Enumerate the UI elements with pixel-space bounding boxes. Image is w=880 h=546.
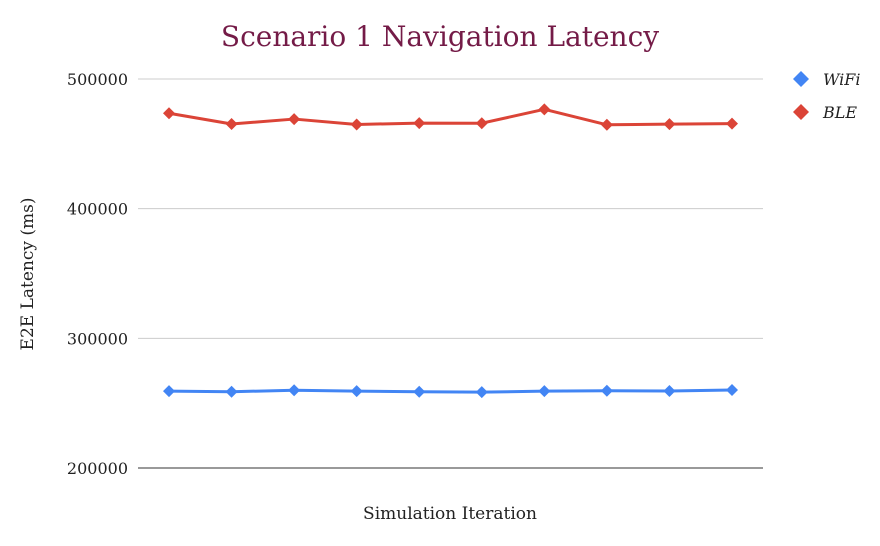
y-tick-label: 200000 [67, 459, 128, 478]
data-point [225, 117, 238, 130]
series-line [168, 388, 733, 394]
grid [138, 78, 763, 339]
data-point [475, 117, 488, 130]
data-point [538, 103, 551, 116]
y-tick-label: 300000 [67, 329, 128, 348]
y-axis-ticks: 200000 300000 400000 500000 [67, 70, 128, 478]
data-point [600, 384, 613, 397]
series-line [168, 107, 733, 127]
data-point [288, 113, 301, 126]
data-point [538, 385, 551, 398]
legend-marker [793, 104, 809, 120]
x-axis-title: Simulation Iteration [363, 504, 537, 524]
data-point [163, 385, 175, 398]
data-point [413, 385, 426, 398]
data-point [663, 118, 676, 131]
series-ble [163, 103, 738, 131]
data-point [350, 385, 363, 398]
chart-title: Scenario 1 Navigation Latency [221, 20, 659, 53]
series [163, 103, 738, 399]
data-point [163, 107, 175, 120]
data-point [726, 117, 738, 130]
series-wifi [163, 383, 738, 399]
y-tick-label: 400000 [67, 200, 128, 219]
data-point [663, 384, 676, 397]
data-point [600, 118, 613, 131]
data-point [288, 384, 301, 397]
data-point [413, 117, 426, 130]
legend-label: WiFi [823, 70, 861, 89]
y-axis-title: E2E Latency (ms) [18, 198, 38, 351]
data-point [726, 383, 738, 396]
y-tick-label: 500000 [67, 70, 128, 89]
legend-label: BLE [822, 103, 857, 122]
data-point [475, 386, 488, 399]
legend: WiFi BLE [793, 70, 861, 122]
data-point [225, 385, 238, 398]
data-point [350, 118, 363, 131]
legend-marker [793, 71, 809, 87]
